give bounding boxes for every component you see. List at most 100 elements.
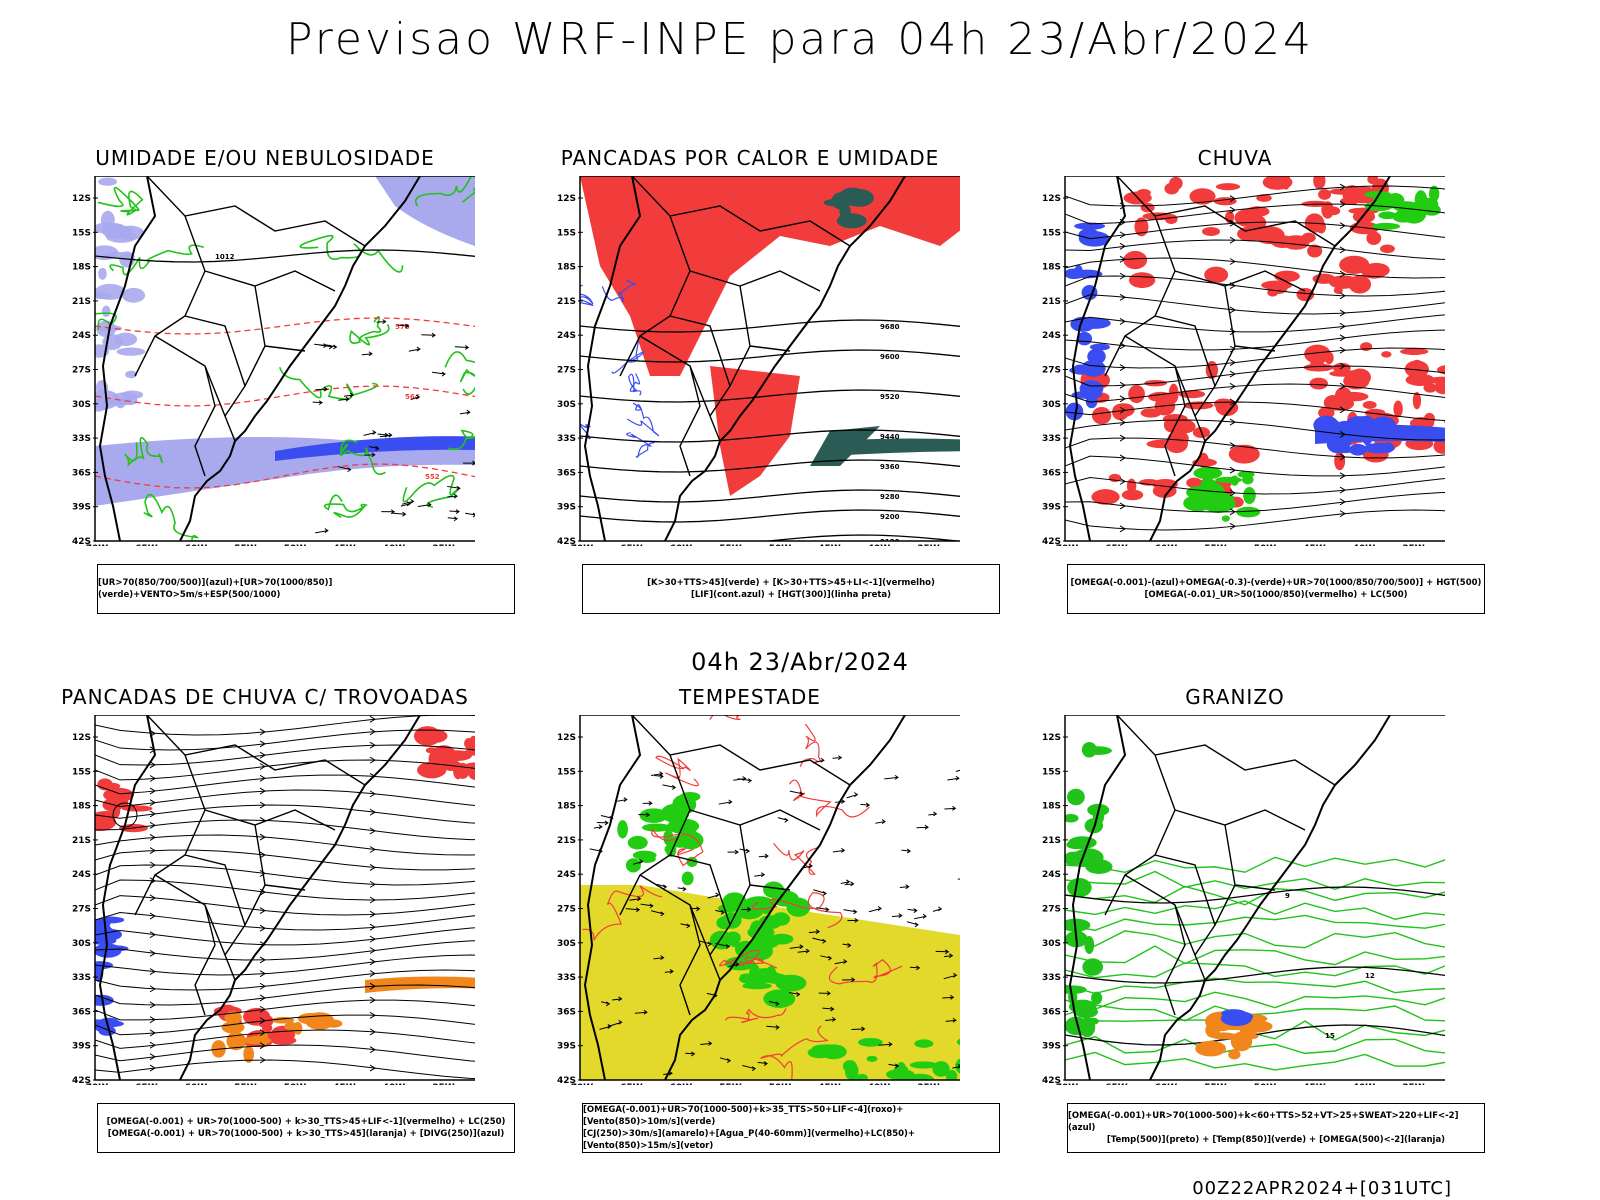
field-blob (1404, 360, 1429, 378)
streamline (1065, 509, 1445, 531)
streamline-arrow (149, 1041, 156, 1049)
wind-vector (892, 915, 902, 918)
field-blob (1087, 1017, 1099, 1025)
field-blob (1256, 194, 1272, 202)
field-blob (1079, 317, 1111, 329)
rh-contour (444, 351, 475, 395)
wind-vector-head (822, 891, 827, 896)
temp850-contour (1065, 1035, 1445, 1055)
streamline (95, 1059, 475, 1080)
lifted-index-contour (628, 373, 642, 396)
field-blob (1071, 930, 1085, 947)
streamline-arrow (149, 821, 156, 829)
temp850-contour (1065, 945, 1445, 966)
wind-vector (401, 500, 414, 505)
field-blob (1078, 231, 1110, 247)
field-blob (627, 835, 648, 850)
coastline (98, 715, 421, 1080)
streamline-arrow (1339, 270, 1346, 278)
streamline-arrow (1339, 486, 1346, 494)
streamline-arrow (1229, 236, 1236, 244)
streamline-arrow (1339, 246, 1346, 254)
streamline (95, 804, 475, 824)
streamline (1065, 455, 1445, 477)
field-blob (1316, 220, 1327, 234)
wind-vector-head (784, 817, 789, 823)
streamline-arrow (1119, 255, 1126, 263)
wind-vector (593, 826, 602, 829)
streamline (95, 927, 475, 946)
water-vapor-contour (773, 842, 819, 875)
wind-vector-head (375, 445, 380, 451)
water-vapor-contour (752, 892, 843, 929)
wind-vector (888, 1063, 899, 1067)
water-vapor-contour (582, 885, 663, 941)
field-blob (413, 726, 441, 746)
field-blob (1412, 391, 1422, 410)
wind-vector-head (745, 848, 751, 854)
wind-vector-head (427, 502, 432, 508)
panel-title: CHUVA (1197, 146, 1273, 170)
forecast-map: 12S 15S 18S 21S 24S 27S 30S 33S 36S 39S 42S70W 65W 6… (1042, 176, 1445, 546)
wind-vector-head (747, 906, 752, 912)
longitude-label: 65W (1105, 544, 1128, 546)
temp850-contour (1065, 1019, 1445, 1041)
wind-vector (625, 908, 640, 911)
latitude-label: 42S (72, 1076, 91, 1085)
wind-vector (680, 923, 690, 927)
field-blob (453, 761, 463, 780)
streamline-arrow (1229, 359, 1236, 366)
wind-vector (875, 821, 886, 824)
field-blob (1228, 444, 1260, 464)
field-blob (1164, 182, 1180, 195)
wind-vector (685, 1052, 695, 1055)
wind-vector-head (825, 907, 830, 913)
field-blob (1328, 275, 1359, 289)
field-blob (1307, 244, 1323, 258)
streamline-arrow (1339, 430, 1346, 438)
field-blob (1221, 515, 1230, 522)
field-blob (866, 1055, 878, 1062)
wind-vector (777, 817, 788, 821)
field-blob (1065, 851, 1084, 866)
longitude-label: 35W (1402, 544, 1425, 546)
wind-vector-head (345, 396, 350, 402)
map-frame: 9 12 15 (1064, 715, 1445, 1081)
wind-vector (338, 398, 349, 401)
wind-vector (656, 883, 667, 888)
country-borders (1104, 715, 1336, 1016)
streamline (1065, 365, 1445, 387)
wind-vector (860, 803, 870, 806)
streamline-arrow (1119, 317, 1126, 325)
wind-vector-head (455, 509, 460, 515)
latitude-label: 33S (557, 434, 576, 444)
wind-vector-head (905, 884, 910, 890)
wind-vector (319, 344, 333, 348)
longitude-label: 45W (818, 1083, 841, 1085)
streamline-arrow (369, 715, 376, 723)
field-blob (1326, 206, 1341, 216)
legend-line: [OMEGA(-0.001)+UR>70(1000-500)+k<60+TTS>… (1068, 1111, 1459, 1133)
field-blob (1422, 204, 1441, 216)
field-blob (1381, 351, 1392, 358)
streamline (1065, 294, 1445, 315)
streamline-arrow (149, 1064, 156, 1072)
streamline (1065, 221, 1445, 240)
field-blob (1336, 446, 1355, 454)
streamline-arrow (259, 774, 266, 782)
field-blob (1366, 231, 1382, 245)
legend-line: [Temp(500)](preto) + [Temp(850)](verde) … (1106, 1135, 1446, 1145)
wind-vector (878, 1043, 892, 1046)
wind-vector (884, 776, 899, 780)
latitude-label: 30S (1042, 400, 1061, 410)
field-blob (678, 831, 704, 850)
rh-contour (97, 186, 144, 216)
wind-vector-head (728, 799, 733, 805)
streamline (1065, 257, 1445, 279)
streamline (95, 969, 475, 991)
map-border (579, 715, 960, 1081)
wind-vector-head (708, 1040, 713, 1046)
streamline (95, 849, 475, 871)
panel-chuva: CHUVA 12S 15S 18S 21S 24S 27S 30S 33S 36S 39S 42S7… (1025, 146, 1485, 636)
latitude-label: 42S (1042, 537, 1061, 546)
